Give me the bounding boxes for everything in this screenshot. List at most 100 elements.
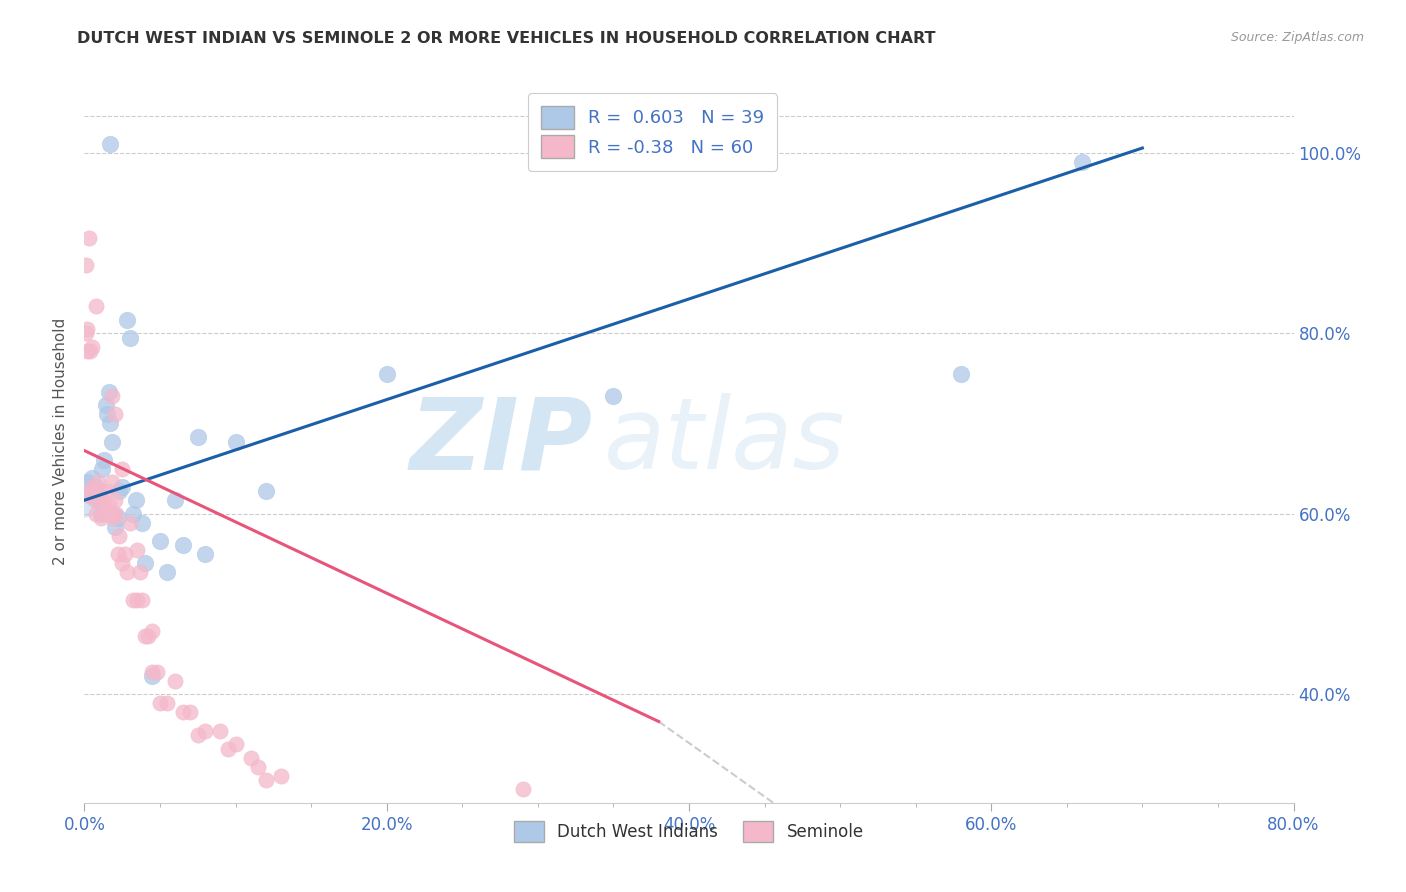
Point	[111, 480, 134, 494]
Point	[84, 484, 107, 499]
Point	[194, 548, 217, 562]
Point	[239, 750, 262, 764]
Point	[602, 389, 624, 403]
Point	[149, 697, 172, 711]
Point	[105, 507, 128, 521]
Point	[97, 498, 120, 512]
Point	[107, 548, 129, 562]
Point	[118, 516, 141, 530]
Point	[93, 452, 115, 467]
Point	[172, 538, 194, 552]
Point	[98, 136, 121, 151]
Point	[100, 475, 122, 490]
Point	[165, 673, 187, 688]
Point	[131, 592, 153, 607]
Point	[115, 312, 138, 326]
Point	[107, 511, 129, 525]
Point	[96, 408, 118, 422]
Point	[86, 480, 108, 494]
Point	[79, 489, 101, 503]
Point	[217, 741, 239, 756]
Point	[172, 706, 194, 720]
Point	[100, 434, 122, 449]
Point	[141, 665, 163, 679]
Point	[136, 629, 159, 643]
Text: DUTCH WEST INDIAN VS SEMINOLE 2 OR MORE VEHICLES IN HOUSEHOLD CORRELATION CHART: DUTCH WEST INDIAN VS SEMINOLE 2 OR MORE …	[77, 31, 936, 46]
Point	[134, 629, 156, 643]
Point	[82, 480, 104, 494]
Point	[90, 507, 112, 521]
Point	[118, 331, 141, 345]
Point	[87, 475, 110, 490]
Point	[111, 557, 134, 571]
Text: Source: ZipAtlas.com: Source: ZipAtlas.com	[1230, 31, 1364, 45]
Point	[111, 461, 134, 475]
Point	[75, 259, 97, 273]
Point	[1071, 154, 1094, 169]
Point	[86, 507, 108, 521]
Legend: Dutch West Indians, Seminole: Dutch West Indians, Seminole	[508, 814, 870, 848]
Point	[87, 493, 110, 508]
Point	[104, 408, 127, 422]
Point	[156, 697, 179, 711]
Point	[121, 507, 143, 521]
Point	[121, 592, 143, 607]
Point	[77, 484, 100, 499]
Point	[75, 326, 97, 341]
Point	[86, 299, 108, 313]
Point	[225, 434, 247, 449]
Point	[187, 430, 209, 444]
Point	[100, 389, 122, 403]
Point	[125, 493, 148, 508]
Point	[127, 542, 149, 557]
Point	[104, 520, 127, 534]
Point	[254, 773, 277, 788]
Point	[89, 489, 111, 503]
Point	[76, 475, 98, 490]
Point	[84, 493, 107, 508]
Point	[98, 417, 121, 431]
Point	[127, 592, 149, 607]
Point	[91, 493, 114, 508]
Point	[76, 321, 98, 335]
Point	[94, 507, 117, 521]
Point	[91, 461, 114, 475]
Point	[165, 493, 187, 508]
Point	[104, 493, 127, 508]
Point	[194, 723, 217, 738]
Point	[254, 484, 277, 499]
Point	[98, 507, 121, 521]
Point	[225, 737, 247, 751]
Point	[131, 516, 153, 530]
Point	[134, 557, 156, 571]
Point	[129, 566, 152, 580]
Point	[77, 231, 100, 245]
Text: atlas: atlas	[605, 393, 846, 490]
Y-axis label: 2 or more Vehicles in Household: 2 or more Vehicles in Household	[52, 318, 67, 566]
Point	[375, 367, 398, 381]
Point	[141, 669, 163, 683]
Point	[950, 367, 973, 381]
Point	[187, 728, 209, 742]
Point	[247, 760, 270, 774]
Point	[114, 548, 136, 562]
Point	[89, 484, 111, 499]
Point	[97, 384, 120, 399]
Point	[141, 624, 163, 639]
Point	[94, 398, 117, 412]
Point	[101, 511, 124, 525]
Point	[149, 533, 172, 548]
Point	[270, 769, 292, 783]
Point	[209, 723, 232, 738]
Point	[73, 493, 96, 508]
Point	[146, 665, 169, 679]
Point	[101, 507, 124, 521]
Point	[96, 484, 118, 499]
Point	[108, 484, 131, 499]
Point	[108, 529, 131, 543]
Point	[90, 511, 112, 525]
Text: ZIP: ZIP	[409, 393, 592, 490]
Point	[79, 344, 101, 359]
Point	[156, 566, 179, 580]
Point	[80, 340, 103, 354]
